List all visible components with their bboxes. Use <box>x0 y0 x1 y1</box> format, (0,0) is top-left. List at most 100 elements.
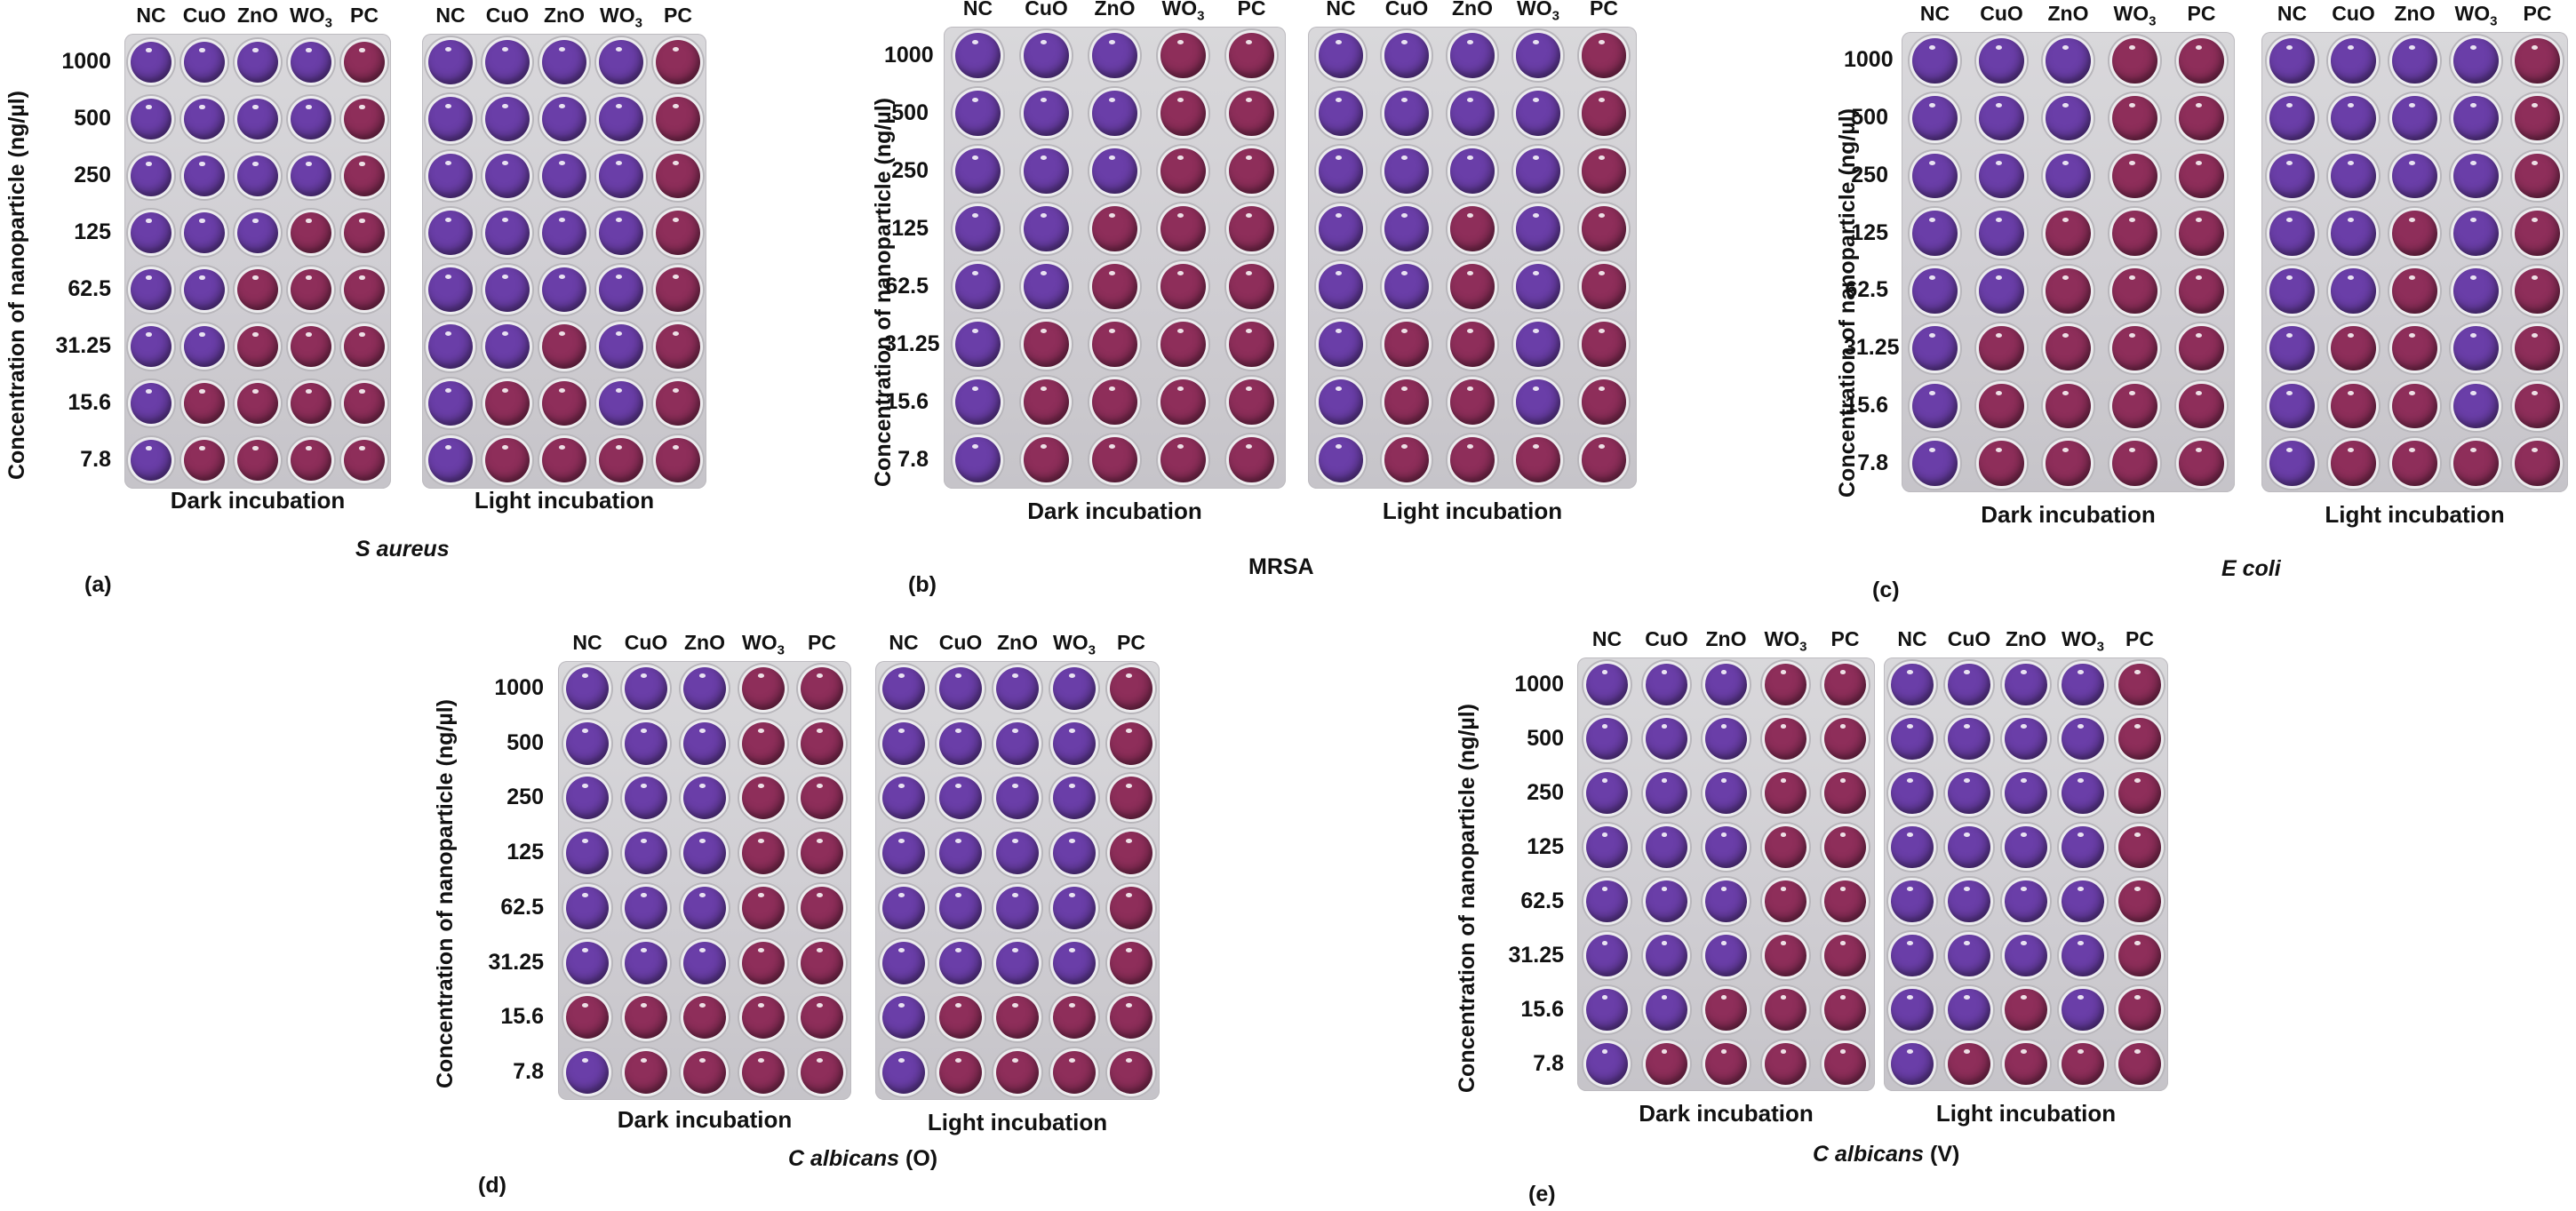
well <box>2046 441 2091 486</box>
well <box>1891 771 1934 815</box>
well <box>290 382 332 425</box>
well <box>599 211 643 255</box>
well <box>1384 379 1430 425</box>
well <box>2515 153 2560 199</box>
well <box>2062 717 2104 761</box>
column-header-text: NC <box>2277 2 2308 25</box>
column-header-cuo: CuO <box>1012 0 1081 20</box>
concentration-label: 7.8 <box>897 446 929 472</box>
concentration-label: 500 <box>1851 105 1888 131</box>
column-header-subscript: 3 <box>1088 642 1096 658</box>
concentration-label: 250 <box>74 163 111 187</box>
well <box>1585 934 1629 977</box>
well <box>1109 996 1153 1040</box>
well <box>2179 95 2224 141</box>
well <box>1515 33 1561 78</box>
column-header-text: WO <box>1053 631 1089 654</box>
well <box>485 154 530 198</box>
column-header-text: ZnO <box>1094 0 1136 20</box>
well <box>2062 1042 2104 1086</box>
column-header-cuo: CuO <box>1968 2 2035 26</box>
column-header-nc: NC <box>558 631 617 655</box>
well <box>1515 91 1561 136</box>
well <box>183 439 226 482</box>
well <box>938 941 983 984</box>
well <box>741 941 786 984</box>
well <box>1764 717 1807 761</box>
organism-label: C albicans (O) <box>788 1146 937 1172</box>
well <box>1229 206 1274 251</box>
column-header-text: CuO <box>1384 0 1429 20</box>
well <box>800 996 844 1040</box>
well <box>542 267 586 312</box>
well <box>741 777 786 820</box>
well <box>1092 379 1137 425</box>
column-header-text: NC <box>136 4 166 27</box>
column-header-zno: ZnO <box>2384 2 2445 26</box>
column-header-text: WO <box>1764 627 1800 650</box>
well <box>1449 437 1495 482</box>
well <box>2062 771 2104 815</box>
concentration-label: 15.6 <box>885 388 929 414</box>
well <box>428 324 473 369</box>
column-header-subscript: 3 <box>1551 8 1559 24</box>
well <box>1912 95 1958 141</box>
column-header-zno: ZnO <box>231 4 284 28</box>
well <box>1160 264 1206 309</box>
well <box>1912 153 1958 199</box>
well <box>2005 771 2047 815</box>
well <box>2515 95 2560 141</box>
well <box>236 439 279 482</box>
well <box>542 381 586 426</box>
well <box>2062 988 2104 1032</box>
well <box>2331 95 2376 141</box>
well <box>995 721 1040 765</box>
panel-tag: (c) <box>1872 578 1900 602</box>
well <box>2112 441 2157 486</box>
well <box>1823 663 1867 706</box>
well <box>565 777 610 820</box>
well <box>1229 148 1274 194</box>
well <box>881 996 926 1040</box>
well <box>542 324 586 369</box>
well <box>130 155 172 197</box>
concentration-label: 125 <box>1851 219 1888 245</box>
concentration-label: 500 <box>74 106 111 131</box>
well <box>2005 988 2047 1032</box>
well <box>1704 988 1748 1032</box>
well <box>741 721 786 765</box>
dark-incubation-label: Dark incubation <box>1639 1100 1814 1127</box>
well <box>428 154 473 198</box>
well <box>2392 325 2437 371</box>
column-header-text: CuO <box>1947 627 1991 650</box>
well <box>1891 988 1934 1032</box>
column-header-wo3: WO3 <box>2054 627 2111 655</box>
well <box>236 325 279 368</box>
concentration-label: 31.25 <box>55 333 111 358</box>
well <box>2269 95 2315 141</box>
well <box>183 268 226 311</box>
well <box>1384 148 1430 194</box>
well <box>1891 717 1934 761</box>
concentration-label: 7.8 <box>80 447 111 472</box>
well <box>2453 153 2499 199</box>
well <box>881 777 926 820</box>
well <box>2112 383 2157 429</box>
well <box>343 325 386 368</box>
organism-suffix: (V) <box>1924 1142 1960 1167</box>
well <box>2046 325 2091 371</box>
well <box>682 996 727 1040</box>
well <box>682 832 727 875</box>
well <box>2269 211 2315 256</box>
well <box>1979 38 2024 84</box>
well <box>1318 148 1364 194</box>
column-header-text: PC <box>350 4 379 27</box>
column-header-cuo: CuO <box>1374 0 1440 20</box>
well <box>2062 934 2104 977</box>
well <box>290 41 332 84</box>
well <box>2331 325 2376 371</box>
column-header-text: ZnO <box>684 631 725 654</box>
well <box>1979 268 2024 314</box>
well <box>2515 211 2560 256</box>
well <box>624 832 668 875</box>
